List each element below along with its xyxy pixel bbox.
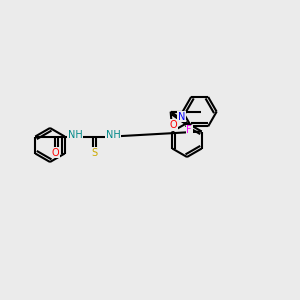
Text: NH: NH (106, 130, 121, 140)
Text: S: S (91, 148, 97, 158)
Text: O: O (52, 148, 59, 158)
Text: O: O (170, 120, 178, 130)
Text: NH: NH (68, 130, 83, 140)
Text: F: F (186, 125, 192, 135)
Text: N: N (178, 112, 185, 122)
